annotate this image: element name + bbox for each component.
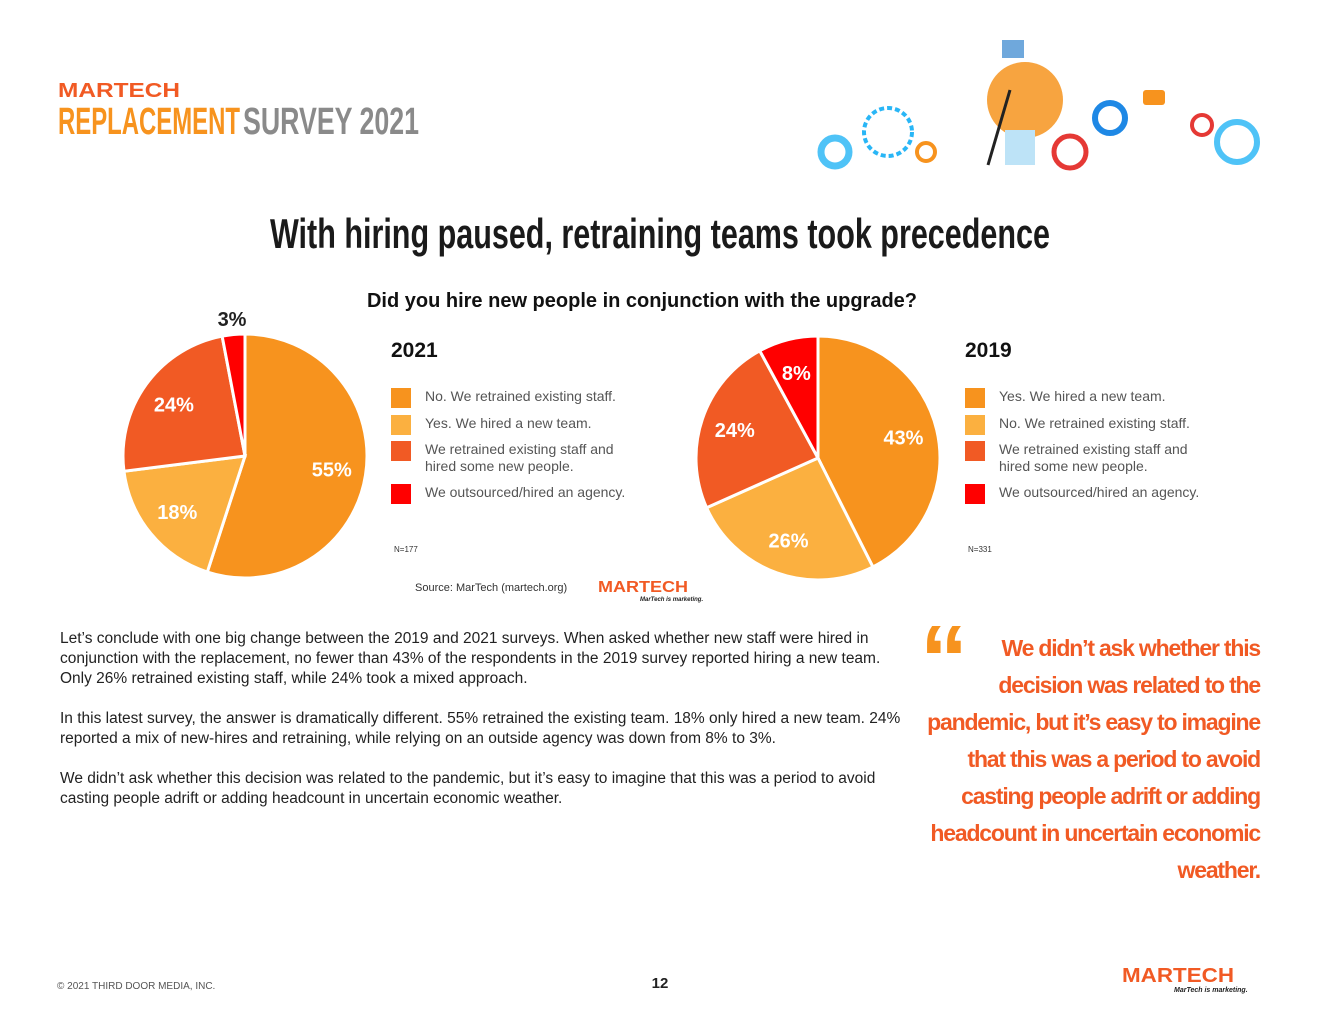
legend-label: Yes. We hired a new team. xyxy=(425,415,592,431)
slice-label: 18% xyxy=(157,502,197,524)
slice-label: 43% xyxy=(883,428,923,450)
slice-label: 26% xyxy=(769,531,809,553)
legend-swatch xyxy=(391,415,411,435)
legend-swatch xyxy=(391,484,411,504)
quote-mark: “ xyxy=(920,606,968,713)
legend-swatch xyxy=(965,415,985,435)
pie-slice xyxy=(704,456,875,582)
illustration xyxy=(817,40,1260,171)
source-logo: MARTECH xyxy=(598,579,688,596)
slice-label: 24% xyxy=(154,394,194,416)
page-title: With hiring paused, retraining teams too… xyxy=(270,210,1050,257)
legend-title: 2021 xyxy=(391,339,438,362)
header-title: REPLACEMENT xyxy=(58,101,240,143)
legend-label: We retrained existing staff and hired so… xyxy=(999,441,1188,474)
slice-label: 3% xyxy=(218,309,247,331)
legend-swatch xyxy=(965,441,985,461)
legend-item: No. We retrained existing staff. xyxy=(965,415,1205,435)
legend-item: We retrained existing staff and hired so… xyxy=(965,441,1205,475)
footer-logo: MARTECH xyxy=(1122,965,1234,987)
legend-title: 2019 xyxy=(965,339,1012,362)
paragraph: Let’s conclude with one big change betwe… xyxy=(60,630,881,687)
page-number: 12 xyxy=(652,975,669,992)
legend-item: We retrained existing staff and hired so… xyxy=(391,441,631,475)
legend-item: Yes. We hired a new team. xyxy=(391,415,631,435)
pie-slice xyxy=(816,334,942,569)
legend-swatch xyxy=(965,484,985,504)
chart-question: Did you hire new people in conjunction w… xyxy=(367,290,917,312)
legend-swatch xyxy=(391,388,411,408)
pie-slice xyxy=(122,454,248,574)
header-title: SURVEY 2021 xyxy=(243,101,419,143)
source: Source: MarTech (martech.org) xyxy=(415,582,567,594)
source-logo-tagline: MarTech is marketing. xyxy=(640,597,703,603)
legend-item: We outsourced/hired an agency. xyxy=(391,484,631,504)
legend-label: No. We retrained existing staff. xyxy=(425,388,616,404)
legend-item: We outsourced/hired an agency. xyxy=(965,484,1205,504)
pie-slice xyxy=(757,334,820,459)
body-text: Let’s conclude with one big change betwe… xyxy=(60,629,905,829)
legend-label: Yes. We hired a new team. xyxy=(999,388,1166,404)
pie-slice xyxy=(121,334,247,473)
slice-label: 8% xyxy=(782,363,811,385)
legend-swatch xyxy=(391,441,411,461)
slice-label: 24% xyxy=(715,420,755,442)
legend-swatch xyxy=(965,388,985,408)
paragraph: We didn’t ask whether this decision was … xyxy=(60,770,876,807)
copyright: © 2021 THIRD DOOR MEDIA, INC. xyxy=(57,981,215,992)
legend-item: No. We retrained existing staff. xyxy=(391,388,631,408)
slice-label: 55% xyxy=(312,460,352,482)
pie-slice xyxy=(220,332,247,457)
pie-slice xyxy=(694,348,821,510)
legend-label: We retrained existing staff and hired so… xyxy=(425,441,614,474)
pie-slice xyxy=(205,332,369,580)
legend-label: No. We retrained existing staff. xyxy=(999,415,1190,431)
footer-tagline: MarTech is marketing. xyxy=(1174,987,1248,994)
legend-label: We outsourced/hired an agency. xyxy=(425,484,626,500)
sample-size: N=331 xyxy=(968,545,992,554)
legend-label: We outsourced/hired an agency. xyxy=(999,484,1200,500)
legend-item: Yes. We hired a new team. xyxy=(965,388,1205,408)
sample-size: N=177 xyxy=(394,545,418,554)
pull-quote: We didn’t ask whether this decision was … xyxy=(927,635,1261,883)
brand-logo: MARTECH xyxy=(58,80,180,102)
paragraph: In this latest survey, the answer is dra… xyxy=(60,710,901,747)
